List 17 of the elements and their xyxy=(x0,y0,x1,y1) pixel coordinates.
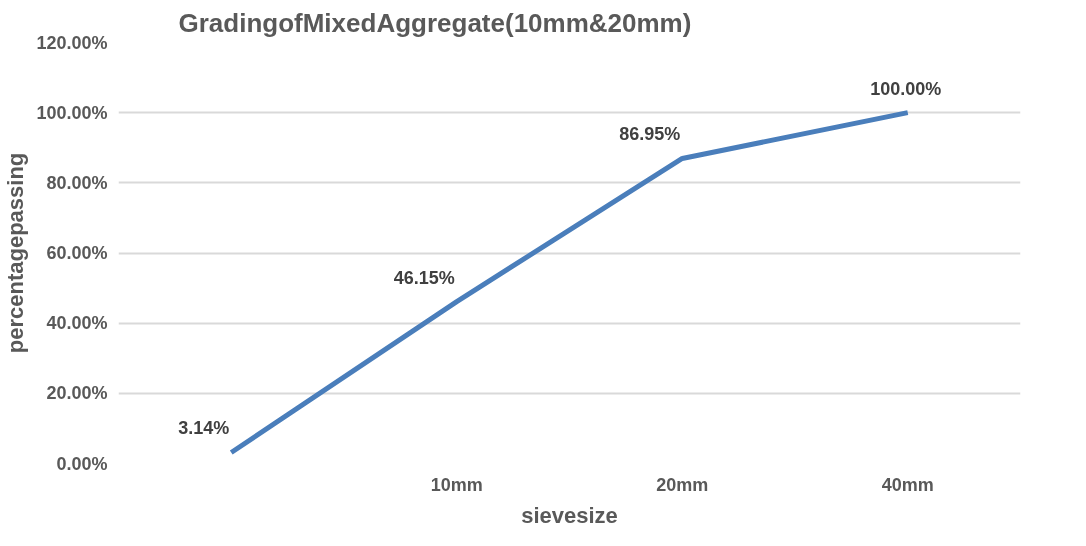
y-tick-label: 80.00% xyxy=(46,172,108,193)
x-tick-label: 20mm xyxy=(656,474,709,495)
y-tick-label: 20.00% xyxy=(46,383,108,404)
y-tick-label: 60.00% xyxy=(46,243,108,263)
chart-title: GradingofMixedAggregate(10mm&20mm) xyxy=(178,7,692,38)
data-label: 100.00% xyxy=(870,78,942,99)
data-label: 3.14% xyxy=(178,418,230,439)
y-tick-label: 0.00% xyxy=(56,453,108,474)
y-tick-label: 40.00% xyxy=(46,313,108,334)
y-tick-label: 120.00% xyxy=(36,32,108,53)
y-tick-label: 100.00% xyxy=(36,102,108,123)
data-label: 46.15% xyxy=(393,267,455,288)
y-axis-title: percentagepassing xyxy=(3,152,29,354)
x-axis-title: sievesize xyxy=(521,502,618,528)
x-tick-label: 40mm xyxy=(881,474,934,495)
x-tick-label: 10mm xyxy=(430,474,483,495)
data-label: 86.95% xyxy=(619,124,681,145)
